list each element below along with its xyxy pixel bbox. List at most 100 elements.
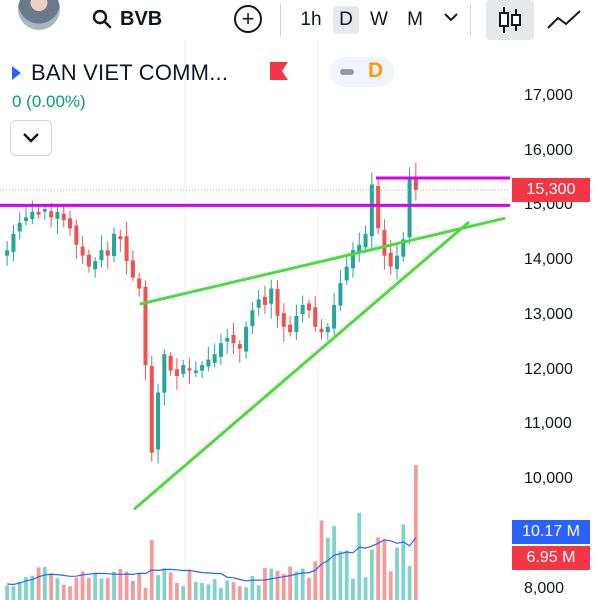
volume-last-badge: 6.95 M	[512, 546, 590, 570]
volume-bar	[168, 572, 173, 600]
top-toolbar: BVB + 1h D W M	[0, 0, 600, 40]
volume-bar	[175, 582, 179, 600]
volume-bar	[156, 575, 160, 600]
symbol-name: BAN VIET COMM...	[31, 60, 229, 85]
candle-body	[363, 233, 368, 248]
pill-label: D	[368, 59, 384, 82]
volume-bar	[313, 561, 318, 600]
candle-body	[181, 365, 186, 374]
trendlines[interactable]	[133, 216, 506, 510]
candle-body	[149, 366, 154, 453]
volume-bar	[300, 568, 305, 600]
volume-bar	[344, 550, 349, 600]
price-tick-label: 10,000	[524, 470, 573, 487]
volume-bar	[388, 571, 393, 600]
volume-bar	[162, 568, 167, 600]
candle-body	[187, 368, 192, 371]
flag-icon[interactable]	[270, 62, 288, 80]
volume-bar	[319, 520, 324, 600]
volume-bar	[401, 524, 406, 600]
candle-body	[231, 334, 236, 344]
candle-body	[338, 283, 343, 306]
candle-body	[325, 326, 330, 333]
interval-w[interactable]: W	[370, 9, 388, 30]
volume-bar	[212, 579, 217, 600]
volume-bar	[269, 568, 274, 600]
volume-bar	[99, 578, 104, 600]
candle-body	[206, 359, 211, 367]
volume-bar	[281, 574, 286, 600]
candle-body	[357, 244, 362, 254]
candle-body	[369, 184, 374, 237]
avatar[interactable]	[18, 0, 60, 30]
symbol-title-row[interactable]: BAN VIET COMM...	[12, 60, 228, 86]
candle-body	[105, 250, 110, 256]
candle-body	[5, 250, 10, 256]
candle-body	[112, 233, 117, 257]
candles	[5, 162, 418, 464]
candle-body	[137, 278, 142, 289]
volume-bar	[5, 585, 10, 600]
last-price-badge: 15,300	[512, 178, 590, 202]
volume-moving-average	[7, 537, 417, 586]
volume-bar	[49, 573, 54, 600]
chart-type-line-button[interactable]	[540, 0, 588, 40]
candle-body	[74, 225, 79, 245]
symbol-search[interactable]: BVB	[92, 6, 162, 32]
candle-body	[288, 324, 293, 333]
divider	[280, 4, 281, 36]
volume-bar	[307, 577, 311, 600]
compare-add-button[interactable]: +	[234, 5, 262, 33]
volume-bar	[68, 586, 72, 600]
volume-bar	[124, 571, 129, 600]
collapse-legend-button[interactable]	[10, 120, 52, 156]
candle-body	[130, 260, 135, 278]
candle-body	[42, 209, 47, 212]
volume-bar	[17, 581, 22, 600]
volume-bar	[30, 575, 35, 600]
volume-bar	[131, 580, 135, 600]
candle-body	[200, 365, 205, 371]
volume-bar	[93, 573, 98, 600]
candle-body	[401, 239, 406, 257]
candle-body	[218, 343, 223, 357]
volume-bar	[382, 540, 387, 600]
volume-average-badge: 10.17 M	[512, 520, 590, 544]
volume-bar	[55, 578, 60, 600]
candle-body	[80, 246, 85, 256]
play-arrow-icon	[12, 66, 21, 80]
candle-body	[61, 213, 66, 221]
volume-bar	[193, 581, 198, 600]
volume-bar	[250, 576, 255, 600]
volume-bar	[407, 565, 412, 600]
interval-d[interactable]: D	[333, 6, 359, 34]
interval-1h[interactable]: 1h	[300, 9, 322, 30]
market-status-pill[interactable]: D	[330, 57, 394, 87]
interval-m[interactable]: M	[407, 9, 423, 30]
price-tick-label: 14,000	[524, 251, 573, 269]
volume-bar	[231, 582, 236, 600]
candles-icon	[499, 7, 521, 33]
trendline	[139, 216, 506, 306]
price-tick-label: 11,000	[524, 415, 572, 433]
candle-body	[11, 233, 16, 252]
candle-body	[212, 354, 217, 363]
volume-bar	[187, 569, 192, 600]
volume-bar	[275, 570, 280, 600]
horizontal-levels[interactable]	[0, 176, 510, 207]
chart-type-candles-button[interactable]	[486, 0, 534, 40]
chevron-down-icon[interactable]	[442, 8, 460, 26]
volume-bar	[325, 537, 330, 600]
volume-bar	[288, 566, 292, 600]
candle-body	[275, 289, 280, 316]
candle-body	[225, 337, 230, 342]
price-tick-label: 13,000	[524, 305, 573, 323]
volume-bar	[351, 578, 355, 600]
candle-body	[143, 286, 148, 366]
volume-bar	[61, 584, 66, 600]
candle-body	[407, 179, 412, 238]
chart-grid	[184, 40, 319, 600]
volume-bar	[87, 578, 91, 600]
symbol-ticker: BVB	[120, 7, 163, 30]
